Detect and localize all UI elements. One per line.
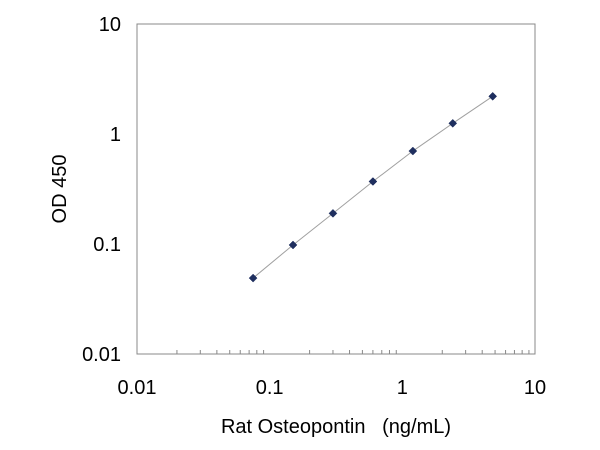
y-tick-label: 1 xyxy=(110,124,121,146)
data-point xyxy=(488,91,498,101)
x-axis-title: Rat Osteopontin (ng/mL) xyxy=(221,416,451,438)
x-tick-labels: 0.01 0.1 1 10 xyxy=(118,377,547,399)
data-point xyxy=(248,273,258,283)
x-tick-label: 0.1 xyxy=(256,377,284,399)
x-tick-label: 0.01 xyxy=(118,377,157,399)
plot-area xyxy=(136,23,536,355)
data-point xyxy=(448,118,458,128)
data-point xyxy=(328,208,338,218)
data-point xyxy=(408,146,418,156)
y-tick-label: 10 xyxy=(99,14,121,36)
x-minor-ticks xyxy=(176,350,530,354)
data-points xyxy=(248,91,498,283)
x-tick-label: 1 xyxy=(397,377,408,399)
y-tick-labels: 0.01 0.1 1 10 xyxy=(82,14,121,366)
data-point xyxy=(368,177,378,186)
y-tick-label: 0.1 xyxy=(93,234,121,256)
y-tick-label: 0.01 xyxy=(82,344,121,366)
y-axis-title: OD 450 xyxy=(49,155,71,224)
data-point xyxy=(288,240,298,250)
x-tick-label: 10 xyxy=(524,377,546,399)
